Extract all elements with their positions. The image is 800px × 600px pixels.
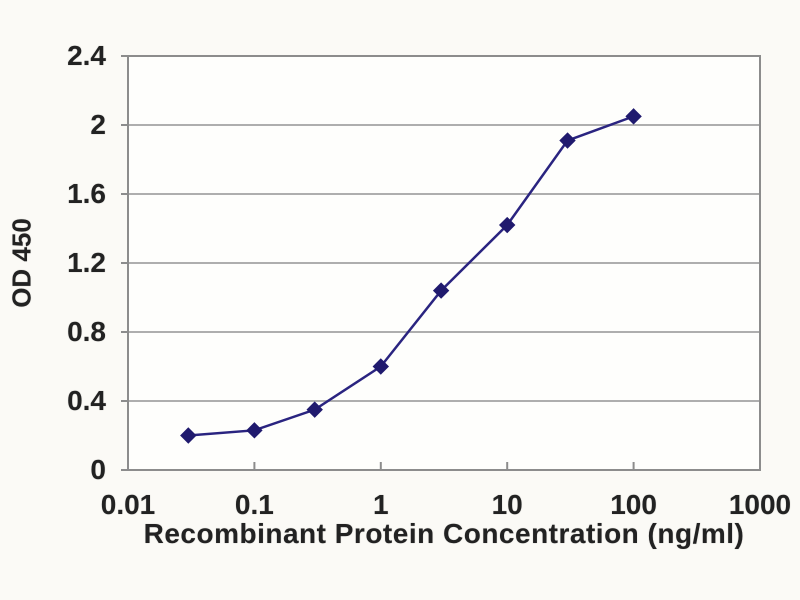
x-axis-tick-label: 0.01 bbox=[100, 489, 156, 520]
data-point-marker bbox=[498, 216, 516, 234]
y-axis-tick-label: 1.2 bbox=[67, 247, 106, 278]
plot-frame bbox=[127, 55, 761, 471]
data-point-marker bbox=[432, 282, 450, 299]
x-axis-tick-label: 0.1 bbox=[234, 489, 274, 520]
data-point-marker bbox=[559, 132, 576, 149]
y-axis-tick-label: 0.8 bbox=[67, 316, 106, 347]
x-axis-tick-label: 10 bbox=[491, 489, 523, 520]
data-point-marker bbox=[372, 358, 390, 375]
data-point-marker bbox=[180, 427, 197, 444]
y-axis-tick-label: 1.6 bbox=[67, 178, 106, 209]
y-axis-tick-label: 2.4 bbox=[67, 40, 106, 71]
x-axis-tick-label: 1 bbox=[373, 489, 389, 520]
y-axis-tick-label: 0.4 bbox=[67, 385, 106, 416]
x-axis-tick-label: 100 bbox=[610, 489, 657, 520]
x-axis-title: Recombinant Protein Concentration (ng/ml… bbox=[143, 518, 745, 549]
y-axis-tick-label: 2 bbox=[90, 109, 106, 140]
y-axis-tick-label: 0 bbox=[90, 454, 106, 485]
x-axis-tick-label: 1000 bbox=[728, 489, 792, 520]
data-point-marker bbox=[625, 108, 642, 125]
data-point-marker bbox=[306, 401, 323, 418]
series-line bbox=[188, 115, 635, 437]
data-point-marker bbox=[246, 422, 263, 439]
